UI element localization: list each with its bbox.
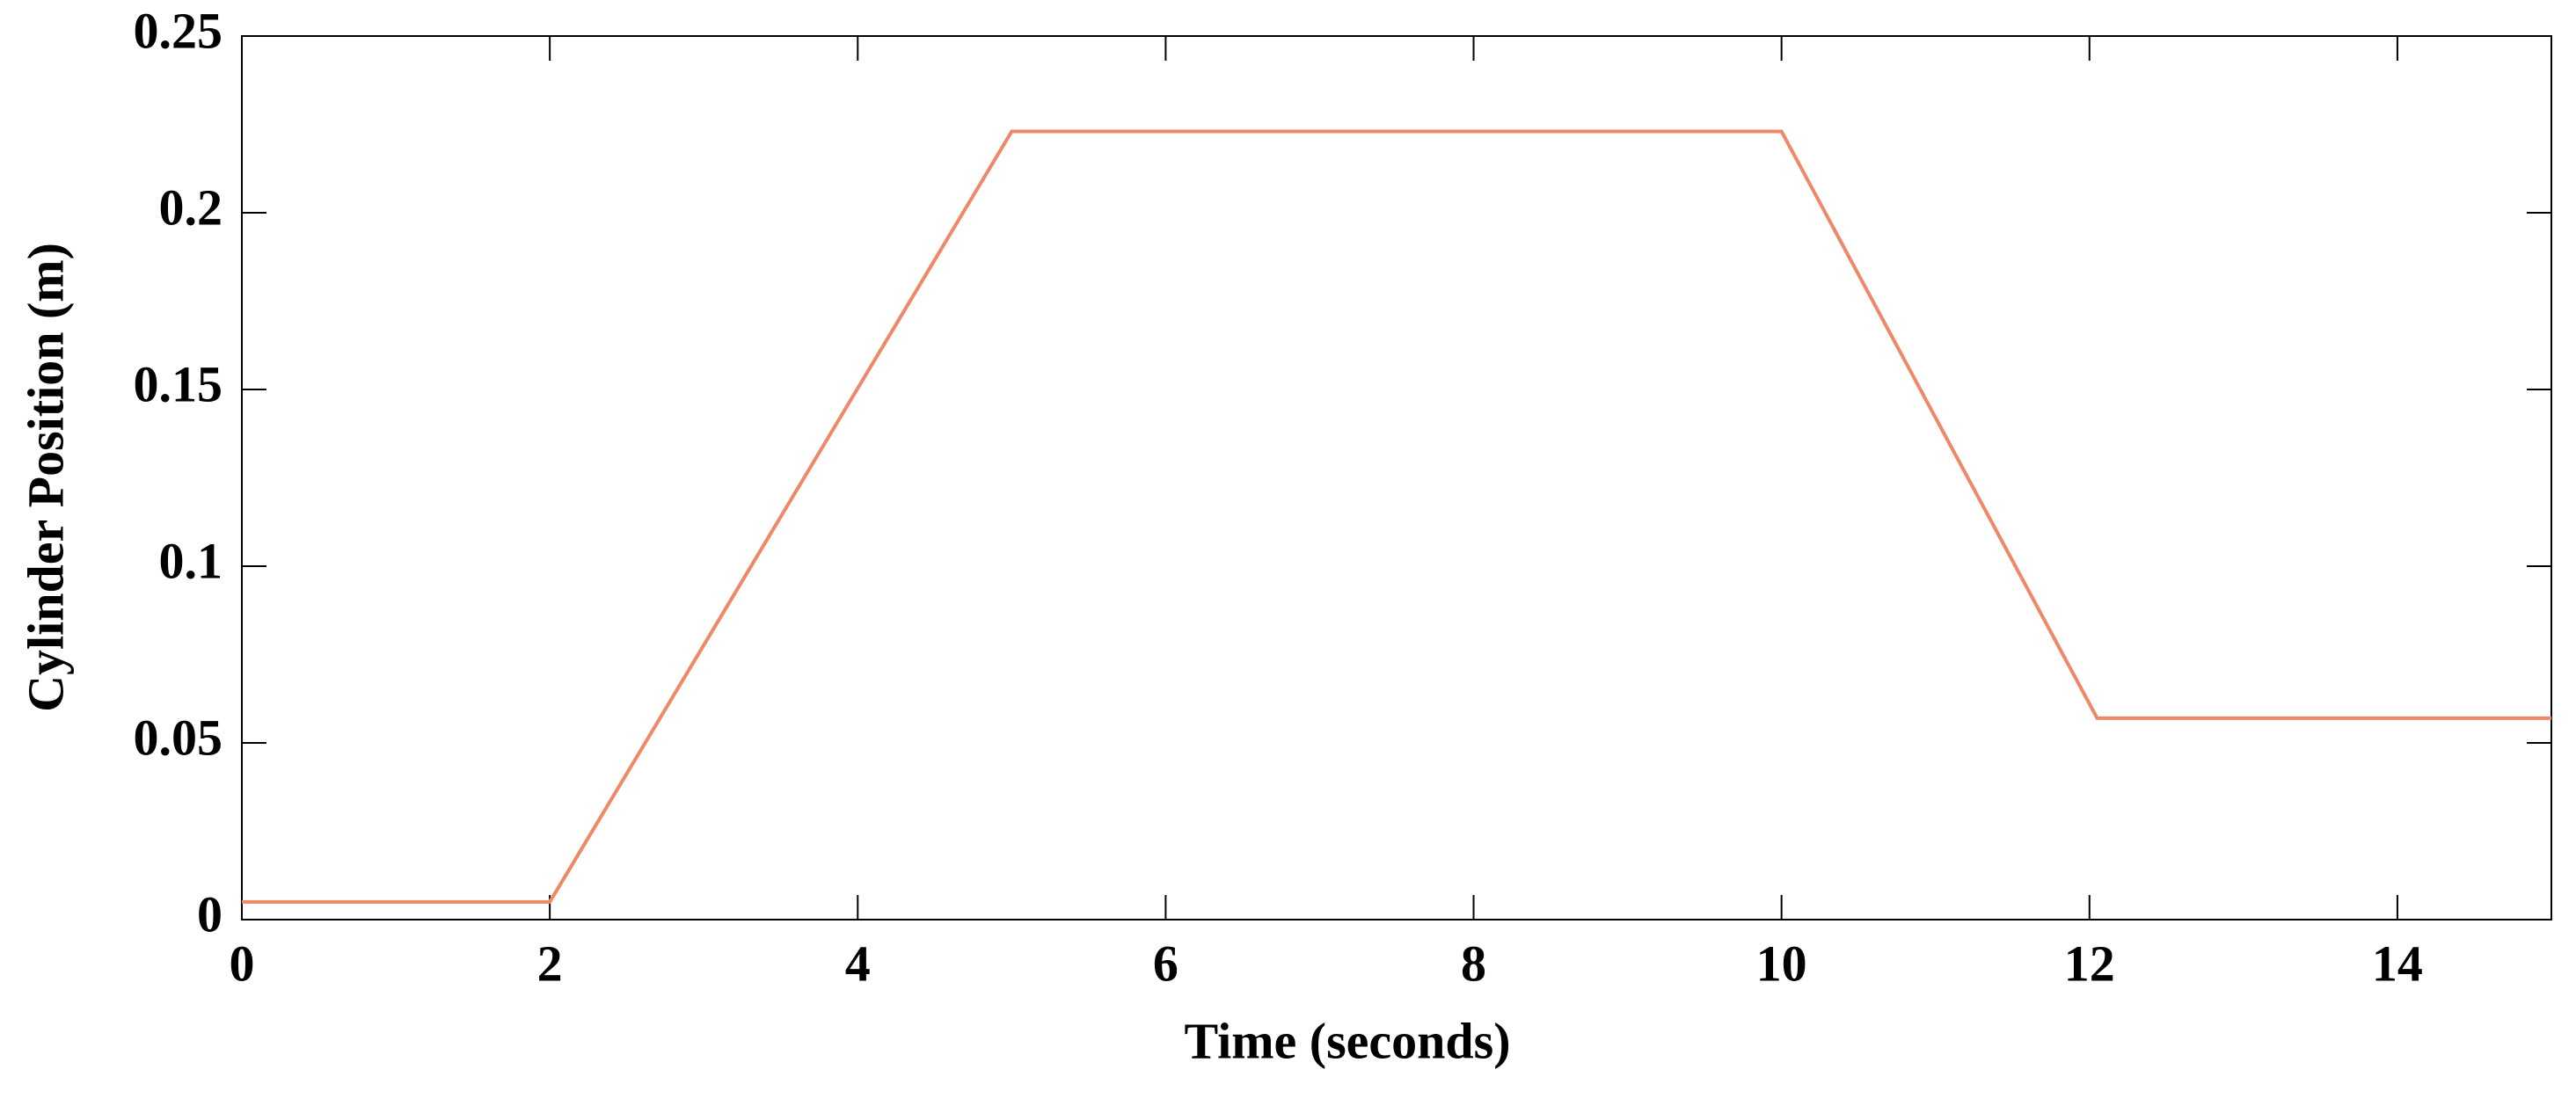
- plot-frame: [241, 35, 2552, 920]
- y-tick-label: 0.2: [159, 178, 223, 236]
- data-line: [242, 129, 2551, 904]
- y-tick-label: 0.15: [134, 355, 223, 412]
- y-tick-label: 0.1: [159, 532, 223, 589]
- x-tick-label: 12: [2064, 935, 2115, 992]
- y-tick-label: 0: [197, 885, 223, 942]
- x-tick-label: 8: [1461, 935, 1486, 992]
- x-tick-label: 0: [230, 935, 255, 992]
- x-tick-label: 6: [1153, 935, 1179, 992]
- x-tick-label: 4: [845, 935, 871, 992]
- y-tick-label: 0.05: [134, 709, 223, 766]
- y-tick-label: 0.25: [134, 2, 223, 59]
- x-tick-label: 14: [2372, 935, 2423, 992]
- x-tick-label: 2: [537, 935, 563, 992]
- x-axis-label: Time (seconds): [1184, 1012, 1510, 1069]
- y-axis-label: Cylinder Position (m): [17, 243, 74, 712]
- x-tick-label: 10: [1756, 935, 1807, 992]
